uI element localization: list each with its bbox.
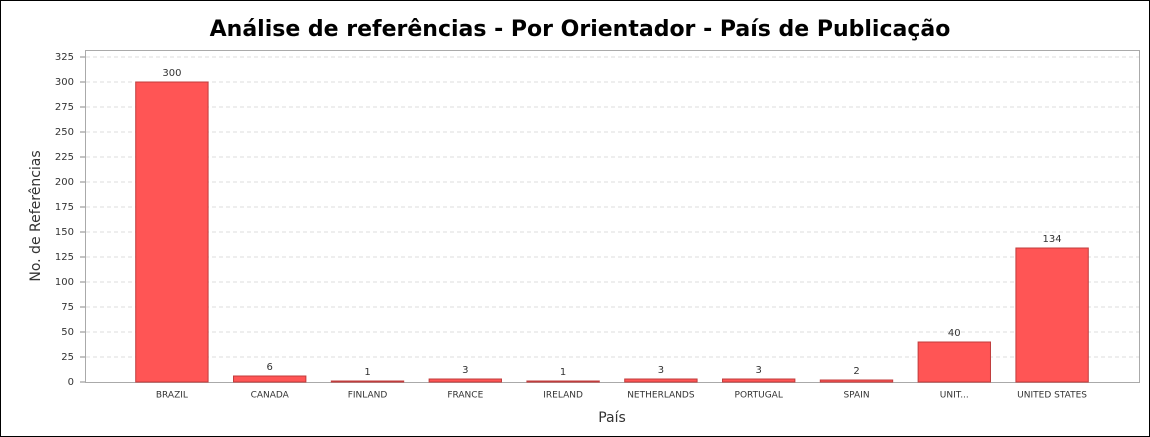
y-tick-label: 225 bbox=[55, 152, 74, 163]
x-tick-label: FRANCE bbox=[447, 391, 483, 401]
y-tick-label: 25 bbox=[61, 352, 74, 363]
y-tick-label: 75 bbox=[61, 302, 74, 313]
y-tick-label: 50 bbox=[61, 327, 74, 338]
value-label: 134 bbox=[1043, 234, 1062, 245]
plot-area bbox=[85, 50, 1140, 383]
chart-title: Análise de referências - Por Orientador … bbox=[210, 17, 951, 42]
y-tick-label: 100 bbox=[55, 277, 74, 288]
value-label: 1 bbox=[364, 367, 370, 378]
bar bbox=[526, 380, 600, 383]
bar bbox=[819, 379, 894, 383]
x-tick-label: SPAIN bbox=[843, 391, 869, 401]
value-label: 2 bbox=[853, 366, 859, 377]
value-label: 6 bbox=[267, 362, 273, 373]
x-axis-label: País bbox=[598, 410, 626, 426]
bar bbox=[428, 378, 502, 383]
x-tick-label: PORTUGAL bbox=[735, 391, 783, 401]
y-axis-label: No. de Referências bbox=[28, 150, 44, 281]
bar bbox=[330, 380, 405, 383]
y-tick-label: 250 bbox=[55, 127, 74, 138]
y-tick-label: 300 bbox=[55, 77, 74, 88]
bar bbox=[917, 341, 991, 383]
bar bbox=[1015, 247, 1089, 383]
value-label: 3 bbox=[658, 365, 664, 376]
y-tick-label: 275 bbox=[55, 102, 74, 113]
bar bbox=[135, 81, 209, 383]
x-tick-label: FINLAND bbox=[348, 391, 388, 401]
x-tick-label: CANADA bbox=[251, 391, 290, 401]
bar bbox=[233, 375, 307, 383]
x-tick-label: UNITED STATES bbox=[1017, 391, 1087, 401]
value-label: 3 bbox=[756, 365, 762, 376]
bar bbox=[624, 378, 698, 383]
value-label: 300 bbox=[162, 68, 181, 79]
y-tick-label: 150 bbox=[55, 227, 74, 238]
x-tick-label: UNIT... bbox=[940, 391, 969, 401]
x-tick-label: NETHERLANDS bbox=[627, 391, 695, 401]
y-tick-label: 175 bbox=[55, 202, 74, 213]
y-tick-label: 0 bbox=[68, 377, 74, 388]
bar bbox=[722, 378, 796, 383]
value-label: 1 bbox=[560, 367, 566, 378]
x-tick-label: IRELAND bbox=[543, 391, 583, 401]
y-tick-label: 125 bbox=[55, 252, 74, 263]
value-label: 3 bbox=[462, 365, 468, 376]
value-label: 40 bbox=[948, 328, 961, 339]
y-tick-label: 325 bbox=[55, 52, 74, 63]
x-tick-label: BRAZIL bbox=[156, 391, 188, 401]
y-tick-label: 200 bbox=[55, 177, 74, 188]
